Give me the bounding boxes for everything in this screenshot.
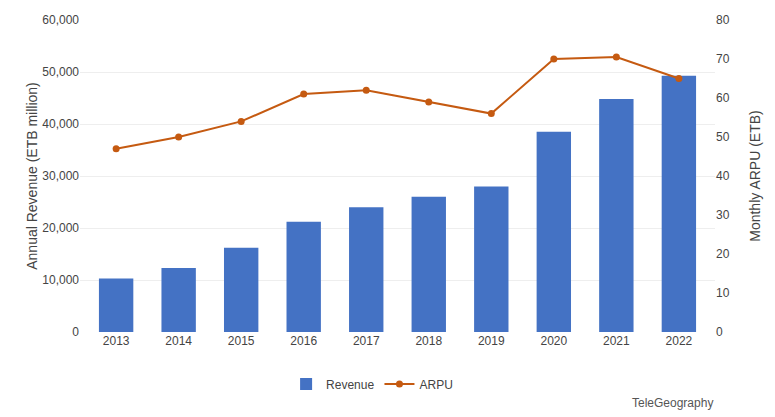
svg-text:30,000: 30,000 (42, 169, 79, 183)
svg-text:Revenue: Revenue (326, 378, 374, 392)
svg-text:2019: 2019 (478, 334, 505, 348)
svg-text:10,000: 10,000 (42, 273, 79, 287)
svg-text:30: 30 (716, 208, 730, 222)
svg-text:2022: 2022 (666, 334, 693, 348)
svg-text:2016: 2016 (290, 334, 317, 348)
svg-text:80: 80 (716, 13, 730, 27)
svg-text:60: 60 (716, 91, 730, 105)
svg-text:70: 70 (716, 52, 730, 66)
svg-text:0: 0 (72, 325, 79, 339)
svg-text:Monthly ARPU (ETB): Monthly ARPU (ETB) (747, 110, 763, 241)
svg-text:0: 0 (716, 325, 723, 339)
svg-text:2020: 2020 (540, 334, 567, 348)
svg-text:50,000: 50,000 (42, 65, 79, 79)
svg-text:2021: 2021 (603, 334, 630, 348)
svg-text:2014: 2014 (165, 334, 192, 348)
svg-text:Annual Revenue (ETB million): Annual Revenue (ETB million) (24, 82, 40, 270)
svg-text:2017: 2017 (353, 334, 380, 348)
svg-text:60,000: 60,000 (42, 13, 79, 27)
svg-text:20: 20 (716, 247, 730, 261)
svg-text:2015: 2015 (228, 334, 255, 348)
svg-text:40,000: 40,000 (42, 117, 79, 131)
svg-text:2013: 2013 (103, 334, 130, 348)
svg-text:20,000: 20,000 (42, 221, 79, 235)
svg-text:10: 10 (716, 286, 730, 300)
svg-text:40: 40 (716, 169, 730, 183)
svg-text:ARPU: ARPU (419, 378, 452, 392)
svg-text:50: 50 (716, 130, 730, 144)
svg-text:2018: 2018 (415, 334, 442, 348)
svg-text:TeleGeography: TeleGeography (632, 396, 713, 410)
